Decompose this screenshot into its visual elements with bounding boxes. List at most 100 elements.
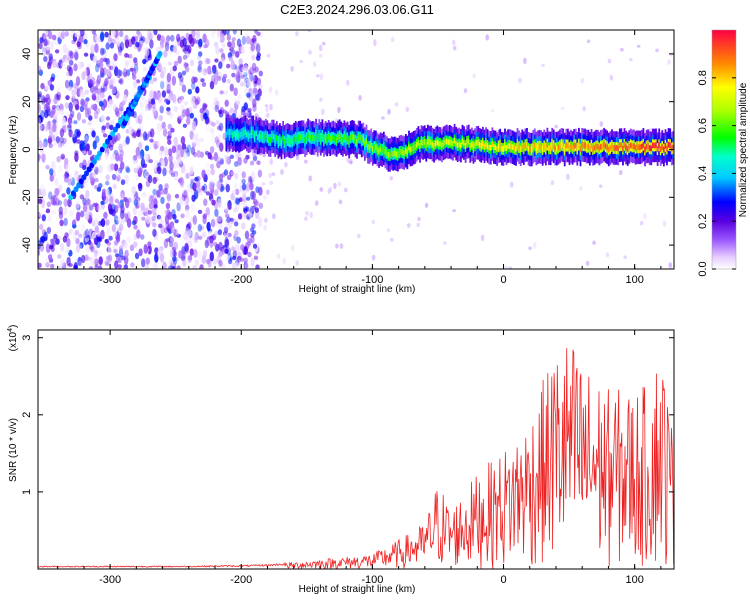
heatmap-cell <box>230 170 235 176</box>
heatmap-cell <box>173 241 178 251</box>
heatmap-cell <box>39 183 45 194</box>
heatmap-cell <box>247 251 252 258</box>
heatmap-cell <box>86 166 92 173</box>
heatmap-cell <box>403 150 406 156</box>
heatmap-cell <box>90 105 96 110</box>
heatmap-cell <box>652 142 654 149</box>
heatmap-cell <box>567 142 569 149</box>
heatmap-cell <box>73 120 78 125</box>
heatmap-cell <box>94 218 99 226</box>
heatmap-cell <box>290 138 292 145</box>
heatmap-cell <box>103 83 108 92</box>
heatmap-cell <box>50 76 55 82</box>
heatmap-cell <box>340 135 343 142</box>
heatmap-cell <box>319 135 322 142</box>
heatmap-cell <box>125 198 130 209</box>
heatmap-cell <box>219 90 224 95</box>
heatmap-cell <box>434 140 437 147</box>
heatmap-cell <box>138 141 143 150</box>
heatmap-cell <box>364 141 366 147</box>
heatmap-cell <box>153 30 158 36</box>
heatmap-cell <box>110 163 115 171</box>
heatmap-cell <box>127 125 133 135</box>
heatmap-cell <box>238 197 243 203</box>
heatmap-cell <box>417 216 421 222</box>
heatmap-cell <box>603 141 605 148</box>
heatmap-cell <box>662 220 667 227</box>
heatmap-cell <box>161 90 167 98</box>
heatmap-cell <box>95 35 100 42</box>
y-tick-label: 40 <box>21 48 33 60</box>
heatmap-cell <box>215 45 220 55</box>
heatmap-cell <box>94 177 99 183</box>
heatmap-cell <box>629 58 633 62</box>
heatmap-cell <box>142 58 147 65</box>
heatmap-cell <box>69 209 74 217</box>
heatmap-cell <box>312 134 314 141</box>
colorbar-frame <box>711 29 737 270</box>
heatmap-cell <box>220 32 225 40</box>
heatmap-cell <box>257 88 262 97</box>
heatmap-cell <box>626 146 629 152</box>
heatmap-cell <box>174 219 179 224</box>
heatmap-cell <box>77 61 82 70</box>
heatmap-cell <box>592 146 594 152</box>
heatmap-cell <box>177 116 182 125</box>
heatmap-cell <box>202 33 207 43</box>
heatmap-cell <box>92 140 98 150</box>
heatmap-cell <box>242 130 245 136</box>
heatmap-cell <box>387 108 391 115</box>
heatmap-cell <box>453 137 456 144</box>
heatmap-cell <box>188 106 193 115</box>
heatmap-cell <box>144 47 150 57</box>
heatmap-cell <box>477 139 480 146</box>
heatmap-cell <box>275 135 278 141</box>
heatmap-cell <box>230 129 232 135</box>
heatmap-cell <box>223 226 229 234</box>
heatmap-cell <box>155 166 161 172</box>
heatmap-cell <box>86 63 92 68</box>
heatmap-cell <box>154 253 159 263</box>
heatmap-cell <box>215 120 220 125</box>
heatmap-cell <box>149 39 154 49</box>
colorbar-tick-label: 0.2 <box>697 214 709 229</box>
heatmap-cell <box>497 143 500 150</box>
heatmap-cell <box>228 131 231 138</box>
heatmap-cell <box>216 30 222 38</box>
heatmap-cell <box>166 107 171 112</box>
heatmap-cell <box>124 53 129 58</box>
heatmap-cell <box>233 131 236 137</box>
heatmap-cell <box>318 44 323 52</box>
heatmap-cell <box>276 253 281 259</box>
heatmap-cell <box>118 245 124 252</box>
heatmap-cell <box>556 145 558 152</box>
heatmap-cell <box>39 241 45 252</box>
heatmap-cell <box>144 145 150 152</box>
heatmap-cell <box>108 98 113 105</box>
heatmap-cell <box>44 109 49 119</box>
heatmap-cell <box>107 36 113 43</box>
heatmap-cell <box>162 167 167 177</box>
heatmap-cell <box>47 59 52 66</box>
heatmap-cell <box>521 143 524 149</box>
heatmap-cell <box>426 138 429 145</box>
heatmap-cell <box>58 265 63 269</box>
x-tick-label: 100 <box>625 274 643 286</box>
heatmap-cell <box>371 219 376 225</box>
heatmap-cell <box>579 186 583 192</box>
heatmap-cell <box>154 235 160 241</box>
heatmap-cell <box>187 254 193 261</box>
heatmap-cell <box>119 102 124 112</box>
heatmap-cell <box>382 145 385 152</box>
heatmap-cell <box>54 40 59 46</box>
heatmap-cell <box>93 110 99 120</box>
heatmap-cell <box>187 255 192 264</box>
heatmap-cell <box>213 152 219 162</box>
heatmap-cell <box>88 115 93 121</box>
heatmap-cell <box>248 211 253 218</box>
heatmap-cell <box>593 145 596 151</box>
heatmap-cell <box>109 144 114 151</box>
heatmap-cell <box>76 211 81 221</box>
heatmap-cell <box>130 262 135 268</box>
heatmap-cell <box>208 231 213 237</box>
